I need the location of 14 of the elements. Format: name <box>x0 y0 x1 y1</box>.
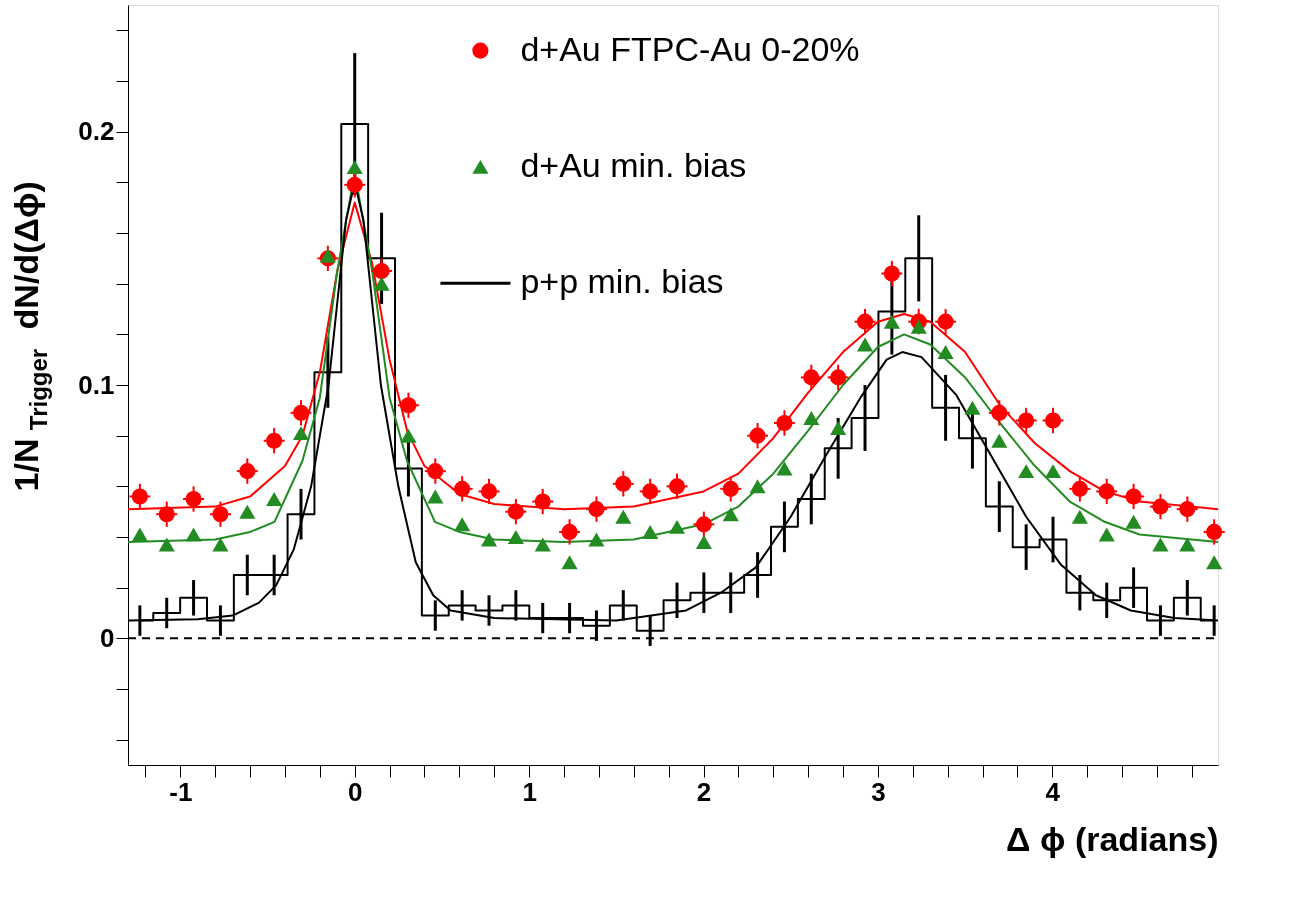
y-axis-title: 1/NTrigger dN/d(Δϕ) <box>7 181 52 492</box>
x-tick-label: -1 <box>169 776 193 807</box>
x-tick-label: 3 <box>871 776 886 807</box>
legend-label: d+Au min. bias <box>520 145 747 184</box>
y-tick-label: 0.2 <box>78 116 115 147</box>
x-tick-label: 2 <box>696 776 712 807</box>
y-tick-label: 0.1 <box>78 369 115 400</box>
x-tick-label: 1 <box>522 776 537 807</box>
y-tick-label: 0 <box>100 622 115 653</box>
x-tick-label: 4 <box>1045 776 1061 807</box>
legend-label: d+Au FTPC-Au 0-20% <box>520 29 860 68</box>
x-axis-title: Δ ϕ (radians) <box>1006 819 1219 858</box>
x-tick-label: 0 <box>347 776 363 807</box>
legend-label: p+p min. bias <box>520 262 724 301</box>
